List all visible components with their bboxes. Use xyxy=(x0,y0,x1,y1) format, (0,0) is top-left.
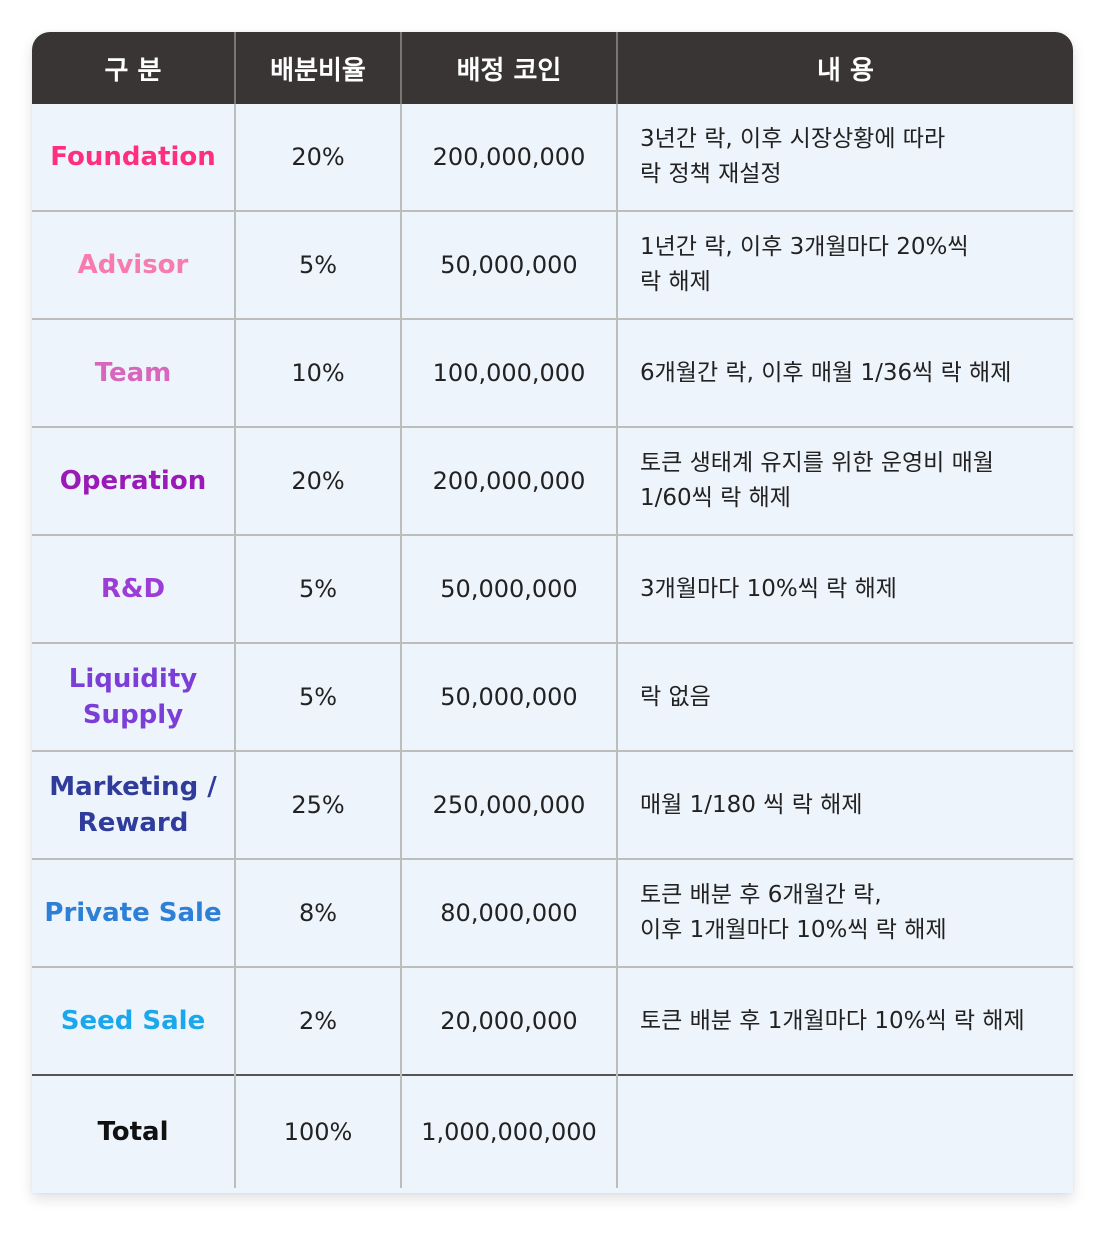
category-name: Private Sale xyxy=(32,858,235,967)
allocation-table-card: 구 분 배분비율 배정 코인 내 용 Foundation 20% 200,00… xyxy=(32,32,1073,1193)
allocation-ratio: 10% xyxy=(234,318,401,427)
allocated-coins: 100,000,000 xyxy=(400,318,617,427)
allocated-coins: 200,000,000 xyxy=(400,426,617,535)
allocation-ratio: 2% xyxy=(234,966,401,1075)
category-name-line: Marketing / xyxy=(49,772,217,802)
allocated-coins: 80,000,000 xyxy=(400,858,617,967)
allocation-ratio: 8% xyxy=(234,858,401,967)
allocation-ratio: 5% xyxy=(234,642,401,751)
description: 락 없음 xyxy=(616,642,1073,751)
total-label: Total xyxy=(32,1074,235,1188)
description-line: 락 해제 xyxy=(640,269,711,295)
total-ratio: 100% xyxy=(234,1074,401,1188)
allocated-coins: 50,000,000 xyxy=(400,534,617,643)
table-row: Operation 20% 200,000,000 토큰 생태계 유지를 위한 … xyxy=(32,426,1073,535)
description: 3개월마다 10%씩 락 해제 xyxy=(616,534,1073,643)
description: 토큰 생태계 유지를 위한 운영비 매월 1/60씩 락 해제 xyxy=(616,426,1073,535)
table-row: Seed Sale 2% 20,000,000 토큰 배분 후 1개월마다 10… xyxy=(32,966,1073,1075)
category-name: Liquidity Supply xyxy=(32,642,235,751)
description-line: 토큰 배분 후 1개월마다 10%씩 락 해제 xyxy=(640,1007,1025,1034)
description-line: 락 정책 재설정 xyxy=(640,161,782,187)
category-name: Advisor xyxy=(32,210,235,319)
header-category: 구 분 xyxy=(32,32,235,104)
description-line: 3년간 락, 이후 시장상황에 따라 xyxy=(640,126,946,152)
category-name-line: Supply xyxy=(82,700,184,730)
allocation-ratio: 20% xyxy=(234,104,401,211)
total-description xyxy=(616,1074,1073,1188)
table-row: Advisor 5% 50,000,000 1년간 락, 이후 3개월마다 20… xyxy=(32,210,1073,319)
table-row: Marketing / Reward 25% 250,000,000 매월 1/1… xyxy=(32,750,1073,859)
description-line: 매월 1/180 씩 락 해제 xyxy=(640,791,863,818)
description: 매월 1/180 씩 락 해제 xyxy=(616,750,1073,859)
token-allocation-table: 구 분 배분비율 배정 코인 내 용 Foundation 20% 200,00… xyxy=(32,32,1073,1188)
category-name: Operation xyxy=(32,426,235,535)
category-name-line: Liquidity xyxy=(68,664,198,694)
category-name: Team xyxy=(32,318,235,427)
allocation-ratio: 20% xyxy=(234,426,401,535)
total-coins: 1,000,000,000 xyxy=(400,1074,617,1188)
description-line: 1/60씩 락 해제 xyxy=(640,485,791,511)
allocated-coins: 20,000,000 xyxy=(400,966,617,1075)
table-header-row: 구 분 배분비율 배정 코인 내 용 xyxy=(32,32,1073,104)
allocated-coins: 50,000,000 xyxy=(400,642,617,751)
category-name: Foundation xyxy=(50,142,216,172)
description: 토큰 배분 후 1개월마다 10%씩 락 해제 xyxy=(616,966,1073,1075)
description-line: 1년간 락, 이후 3개월마다 20%씩 xyxy=(640,234,969,260)
description-line: 락 없음 xyxy=(640,683,711,710)
allocation-ratio: 25% xyxy=(234,750,401,859)
table-row: Liquidity Supply 5% 50,000,000 락 없음 xyxy=(32,642,1073,751)
table-row: Private Sale 8% 80,000,000 토큰 배분 후 6개월간 … xyxy=(32,858,1073,967)
category-name: R&D xyxy=(32,534,235,643)
header-ratio: 배분비율 xyxy=(234,32,401,104)
total-row: Total 100% 1,000,000,000 xyxy=(32,1074,1073,1188)
description-line: 이후 1개월마다 10%씩 락 해제 xyxy=(640,917,947,943)
description-line: 토큰 배분 후 6개월간 락, xyxy=(640,882,882,908)
header-description: 내 용 xyxy=(616,32,1073,104)
allocation-ratio: 5% xyxy=(234,210,401,319)
description: 토큰 배분 후 6개월간 락, 이후 1개월마다 10%씩 락 해제 xyxy=(616,858,1073,967)
description: 6개월간 락, 이후 매월 1/36씩 락 해제 xyxy=(616,318,1073,427)
header-coins: 배정 코인 xyxy=(400,32,617,104)
category-name: Seed Sale xyxy=(32,966,235,1075)
table-row: Foundation 20% 200,000,000 3년간 락, 이후 시장상… xyxy=(32,104,1073,211)
description-line: 토큰 생태계 유지를 위한 운영비 매월 xyxy=(640,450,994,476)
table-row: R&D 5% 50,000,000 3개월마다 10%씩 락 해제 xyxy=(32,534,1073,643)
category-name-line: Reward xyxy=(77,808,189,838)
allocated-coins: 50,000,000 xyxy=(400,210,617,319)
category-name: Marketing / Reward xyxy=(32,750,235,859)
description-line: 3개월마다 10%씩 락 해제 xyxy=(640,575,897,602)
allocated-coins: 200,000,000 xyxy=(400,104,617,211)
table-row: Team 10% 100,000,000 6개월간 락, 이후 매월 1/36씩… xyxy=(32,318,1073,427)
allocation-ratio: 5% xyxy=(234,534,401,643)
allocated-coins: 250,000,000 xyxy=(400,750,617,859)
description-line: 6개월간 락, 이후 매월 1/36씩 락 해제 xyxy=(640,359,1012,386)
